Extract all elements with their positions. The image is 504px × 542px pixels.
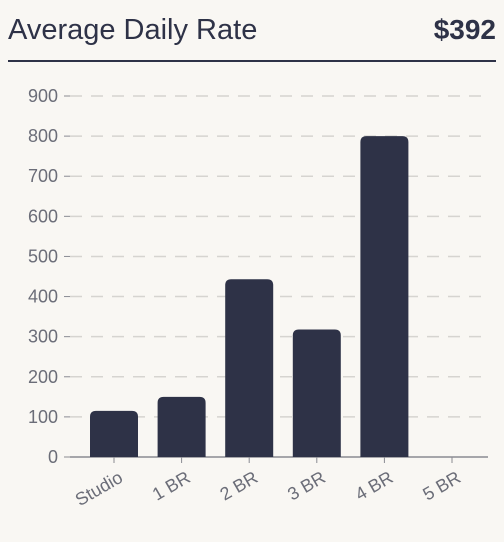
y-tick-label: 100 bbox=[28, 407, 58, 427]
y-tick-label: 200 bbox=[28, 367, 58, 387]
x-tick-label: 3 BR bbox=[284, 467, 329, 504]
bar bbox=[292, 329, 341, 457]
bar bbox=[90, 410, 138, 457]
y-tick-label: 500 bbox=[28, 246, 58, 266]
x-tick-label: 2 BR bbox=[217, 467, 262, 504]
y-tick-label: 800 bbox=[28, 126, 58, 146]
x-tick-label: 4 BR bbox=[352, 467, 397, 504]
bar bbox=[225, 279, 274, 457]
y-tick-label: 600 bbox=[28, 206, 58, 226]
chart-header: Average Daily Rate $392 bbox=[8, 0, 496, 62]
y-tick-label: 900 bbox=[28, 86, 58, 106]
bar bbox=[360, 136, 409, 457]
average-rate-value: $392 bbox=[433, 14, 496, 45]
y-tick-label: 400 bbox=[28, 287, 58, 307]
bar-chart: 0 100 200 300 400 500 600 700 800 900 Studio 1 BR 2 … bbox=[28, 86, 488, 510]
x-tick-label: 5 BR bbox=[419, 467, 464, 504]
x-tick-label: Studio bbox=[72, 467, 126, 510]
chart-title: Average Daily Rate bbox=[8, 13, 258, 46]
y-tick-label: 300 bbox=[28, 327, 58, 347]
bar bbox=[157, 396, 206, 457]
x-tick-label: 1 BR bbox=[149, 467, 194, 504]
y-tick-label: 0 bbox=[48, 447, 58, 467]
y-tick-label: 700 bbox=[28, 166, 58, 186]
